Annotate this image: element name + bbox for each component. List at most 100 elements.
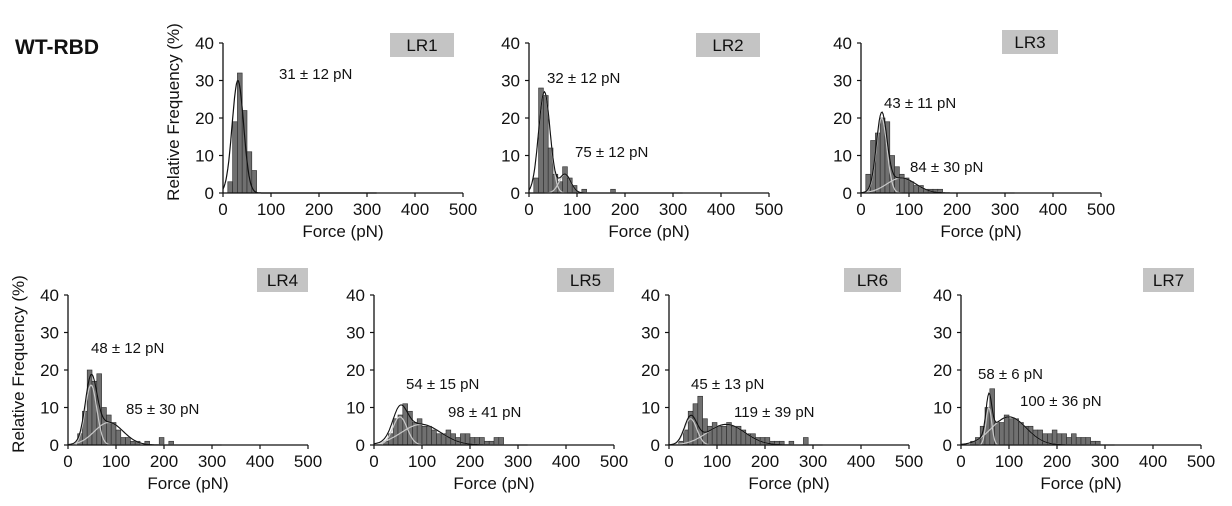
lr7-bar [1066,437,1072,446]
lr3-x-tick-label: 300 [991,200,1019,219]
lr6-title: LR6 [857,271,888,290]
lr7-bar [1042,433,1048,446]
lr5-x-axis-label: Force (pN) [453,474,534,493]
lr1-title-tag [390,33,454,57]
lr4-y-tick-label: 10 [40,399,59,418]
lr4-x-tick-label: 300 [198,452,226,471]
lr2-x-tick-label: 300 [659,200,687,219]
lr1-y-tick-label: 40 [195,34,214,53]
lr6-bar [707,425,713,446]
lr6-y-tick-label: 30 [641,324,660,343]
lr7-bar [1037,429,1043,446]
lr1-title: LR1 [406,36,437,55]
lr5-y-tick-label: 0 [356,436,365,455]
lr7-bar [1085,437,1091,446]
lr6-x-tick-label: 300 [799,452,827,471]
lr3-x-tick-label: 400 [1039,200,1067,219]
lr3-title: LR3 [1014,33,1045,52]
lr3-title-tag [1002,30,1058,54]
lr2-fit-label-1: 32 ± 12 pN [547,70,620,87]
lr4-y-axis-label: Relative Frequency (%) [9,275,28,453]
lr6-bar [721,425,727,446]
lr1-x-tick-label: 300 [353,200,381,219]
lr6-y-tick-label: 10 [641,399,660,418]
lr4-x-axis-label: Force (pN) [147,474,228,493]
lr4-bar [106,414,112,446]
lr4-y-tick-label: 40 [40,286,59,305]
lr6-x-axis-label: Force (pN) [748,474,829,493]
lr5-bar [426,425,432,446]
lr3-x-tick-label: 100 [895,200,923,219]
lr7-bar [999,422,1005,446]
lr3-fit-label-2: 84 ± 30 pN [910,159,983,176]
lr5-x-tick-label: 300 [504,452,532,471]
lr1-y-axis-label: Relative Frequency (%) [164,23,183,201]
lr4-x-tick-label: 200 [150,452,178,471]
lr1-bar [227,181,233,194]
lr2-bar [533,177,539,194]
lr5-bar [498,437,504,446]
lr7-bar [1080,437,1087,446]
lr2-y-tick-label: 30 [501,72,520,91]
lr6-x-tick-label: 400 [847,452,875,471]
lr2-x-tick-label: 200 [611,200,639,219]
lr1-x-tick-label: 500 [449,200,477,219]
lr5-y-tick-label: 10 [346,399,365,418]
lr6-x-tick-label: 500 [895,452,923,471]
lr7-title: LR7 [1153,271,1184,290]
lr1-bar [246,151,253,194]
lr4-title-tag [257,268,308,292]
lr6-fit-label-1: 45 ± 13 pN [691,376,764,393]
lr5-bar [421,425,428,446]
lr7-fit-label-1: 58 ± 6 pN [978,366,1043,383]
lr7-bar [1018,422,1024,446]
lr1-x-axis-label: Force (pN) [302,222,383,241]
lr3-x-tick-label: 0 [856,200,865,219]
lr4-y-tick-label: 20 [40,361,59,380]
lr7-y-tick-label: 30 [933,324,952,343]
lr7-x-tick-label: 0 [956,452,965,471]
lr3-x-tick-label: 200 [943,200,971,219]
lr7-bar [1003,414,1010,446]
lr6-x-tick-label: 200 [751,452,779,471]
lr7-bar [1027,425,1034,446]
lr1-y-tick-label: 10 [195,147,214,166]
lr5-y-tick-label: 20 [346,361,365,380]
lr6-y-tick-label: 20 [641,361,660,380]
lr5-bar [431,429,437,446]
lr5-y-tick-label: 30 [346,324,365,343]
lr1-x-tick-label: 100 [257,200,285,219]
lr7-y-tick-label: 0 [943,436,952,455]
lr5-x-tick-label: 400 [552,452,580,471]
lr7-bar [1075,437,1082,446]
lr6-bar [716,425,723,446]
lr3-bar [913,185,919,194]
lr5-bar [493,437,500,446]
lr1-y-tick-label: 20 [195,109,214,128]
lr2-y-tick-label: 40 [501,34,520,53]
lr7-x-tick-label: 300 [1091,452,1119,471]
lr3-bar [899,173,905,194]
lr6-bar [803,437,809,446]
lr1-y-tick-label: 0 [205,184,214,203]
lr7-y-tick-label: 40 [933,286,952,305]
lr2-title-tag [696,33,760,57]
lr5-x-tick-label: 200 [456,452,484,471]
lr2-y-tick-label: 20 [501,109,520,128]
lr1-fit-label-1: 31 ± 12 pN [279,66,352,83]
lr3-y-tick-label: 20 [833,109,852,128]
lr3-bar [870,140,876,194]
lr6-bar [750,433,756,446]
lr3-y-tick-label: 30 [833,72,852,91]
lr1-bar [237,72,243,194]
lr4-bar [115,429,122,446]
lr3-bar [908,181,915,194]
lr7-x-tick-label: 200 [1043,452,1071,471]
lr1-x-tick-label: 400 [401,200,429,219]
lr4-x-tick-label: 500 [294,452,322,471]
lr4-bar [158,437,165,446]
lr5-fit-label-2: 98 ± 41 pN [448,404,521,421]
lr2-x-axis-label: Force (pN) [608,222,689,241]
lr4-x-tick-label: 0 [63,452,72,471]
